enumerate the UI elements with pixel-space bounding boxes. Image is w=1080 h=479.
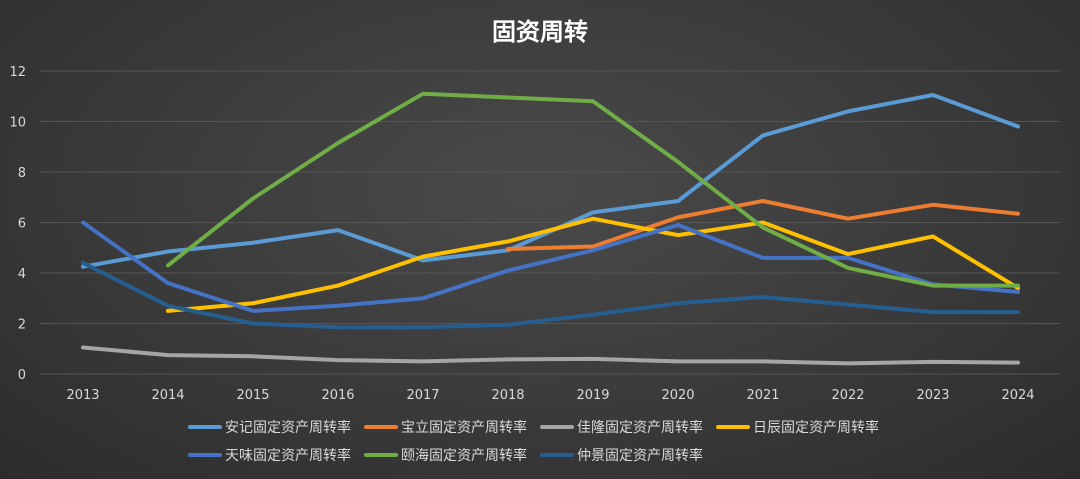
legend-item: 日辰固定资产周转率 — [716, 419, 879, 436]
legend-item: 天味固定资产周转率 — [188, 447, 351, 464]
x-tick-label: 2024 — [1001, 388, 1034, 403]
series-line-5 — [166, 91, 1020, 288]
legend: 安记固定资产周转率 宝立固定资产周转率 佳隆固定资产周转率 日辰固定资产周转率天味固定… — [188, 419, 879, 464]
x-tick-label: 2017 — [406, 388, 439, 403]
y-tick-label: 2 — [18, 318, 26, 333]
legend-label: 安记固定资产周转率 — [225, 419, 351, 436]
gridlines — [40, 70, 1060, 375]
legend-item: 佳隆固定资产周转率 — [540, 419, 703, 436]
y-tick-label: 8 — [18, 166, 26, 181]
series-line-1 — [506, 199, 1020, 251]
legend-label: 佳隆固定资产周转率 — [577, 419, 703, 436]
plot-area — [81, 91, 1020, 366]
legend-item: 仲景固定资产周转率 — [540, 447, 703, 464]
legend-label: 天味固定资产周转率 — [225, 447, 351, 464]
legend-item: 安记固定资产周转率 — [188, 419, 351, 436]
x-tick-label: 2016 — [321, 388, 354, 403]
legend-item: 颐海固定资产周转率 — [364, 447, 527, 464]
series-line-3 — [166, 216, 1020, 313]
y-tick-label: 0 — [18, 368, 26, 383]
legend-item: 宝立固定资产周转率 — [364, 419, 527, 436]
x-tick-label: 2022 — [831, 388, 864, 403]
y-tick-label: 6 — [18, 217, 26, 232]
series-line-6 — [81, 260, 1020, 330]
series-line-0 — [81, 93, 1020, 269]
legend-label: 颐海固定资产周转率 — [401, 447, 527, 464]
x-tick-label: 2015 — [236, 388, 269, 403]
legend-label: 日辰固定资产周转率 — [753, 419, 879, 436]
x-tick-label: 2019 — [576, 388, 609, 403]
chart-title: 固资周转 — [492, 18, 588, 46]
y-tick-label: 10 — [9, 116, 26, 131]
series-line-4 — [81, 220, 1020, 313]
x-tick-label: 2023 — [916, 388, 949, 403]
x-tick-label: 2018 — [491, 388, 524, 403]
legend-label: 仲景固定资产周转率 — [577, 447, 703, 464]
x-axis: 2013 2014 2015 2016 2017 2018 2019 2020 2021 2022… — [66, 388, 1034, 403]
x-tick-label: 2020 — [661, 388, 694, 403]
y-axis: 0 2 4 6 8 10 12 — [9, 65, 26, 383]
series-line-2 — [81, 345, 1020, 366]
y-tick-label: 12 — [9, 65, 26, 80]
x-tick-label: 2021 — [746, 388, 779, 403]
legend-label: 宝立固定资产周转率 — [401, 419, 527, 436]
x-tick-label: 2014 — [151, 388, 184, 403]
x-tick-label: 2013 — [66, 388, 99, 403]
y-tick-label: 4 — [18, 267, 26, 282]
